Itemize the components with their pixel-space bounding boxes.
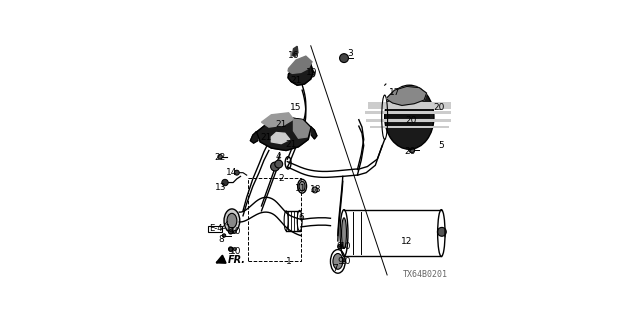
Bar bbox=[370, 126, 449, 128]
Text: 9: 9 bbox=[336, 242, 342, 251]
Text: 20: 20 bbox=[434, 103, 445, 112]
Text: 20: 20 bbox=[406, 116, 417, 125]
Text: 10: 10 bbox=[339, 257, 351, 266]
Circle shape bbox=[410, 117, 415, 123]
Circle shape bbox=[234, 230, 236, 233]
Bar bbox=[208, 226, 221, 232]
Ellipse shape bbox=[227, 213, 237, 228]
Text: 10: 10 bbox=[230, 227, 242, 236]
Bar bbox=[388, 108, 430, 111]
Text: 5: 5 bbox=[438, 141, 444, 150]
Circle shape bbox=[279, 124, 282, 127]
Ellipse shape bbox=[333, 253, 343, 269]
Polygon shape bbox=[250, 132, 258, 143]
Text: 3: 3 bbox=[348, 49, 353, 58]
Polygon shape bbox=[257, 117, 311, 150]
Text: 1: 1 bbox=[285, 257, 291, 266]
Text: 21: 21 bbox=[275, 120, 286, 129]
Circle shape bbox=[218, 155, 222, 159]
Circle shape bbox=[338, 258, 342, 262]
Circle shape bbox=[222, 179, 228, 186]
Circle shape bbox=[275, 160, 283, 168]
Text: FR.: FR. bbox=[227, 255, 246, 265]
Text: 21: 21 bbox=[285, 140, 296, 149]
Text: 21: 21 bbox=[291, 76, 301, 85]
Text: 9: 9 bbox=[227, 247, 233, 256]
Ellipse shape bbox=[385, 85, 434, 149]
Circle shape bbox=[289, 143, 292, 147]
Circle shape bbox=[264, 135, 268, 139]
Circle shape bbox=[234, 248, 236, 251]
Text: 10: 10 bbox=[230, 247, 242, 256]
Bar bbox=[365, 111, 453, 114]
Text: 19: 19 bbox=[306, 68, 317, 77]
Ellipse shape bbox=[299, 181, 305, 191]
Polygon shape bbox=[288, 60, 313, 85]
Text: 16: 16 bbox=[288, 51, 300, 60]
Bar bbox=[388, 124, 430, 126]
Text: E-4-1: E-4-1 bbox=[209, 224, 231, 233]
Text: 10: 10 bbox=[339, 242, 351, 251]
Text: 13: 13 bbox=[215, 183, 227, 192]
Text: 4: 4 bbox=[276, 152, 282, 161]
Text: 21: 21 bbox=[260, 133, 271, 142]
Text: 2: 2 bbox=[278, 174, 284, 183]
Circle shape bbox=[234, 170, 239, 175]
Circle shape bbox=[338, 244, 342, 249]
Polygon shape bbox=[387, 86, 427, 105]
Circle shape bbox=[312, 187, 318, 193]
Polygon shape bbox=[271, 132, 290, 144]
Circle shape bbox=[228, 247, 233, 251]
Text: 7: 7 bbox=[333, 264, 339, 273]
Bar bbox=[368, 102, 451, 108]
Ellipse shape bbox=[342, 218, 346, 248]
Circle shape bbox=[340, 54, 348, 62]
Text: TX64B0201: TX64B0201 bbox=[403, 270, 447, 279]
Circle shape bbox=[437, 103, 443, 109]
Circle shape bbox=[271, 162, 280, 171]
Bar bbox=[248, 178, 301, 261]
Text: 9: 9 bbox=[227, 227, 233, 236]
Polygon shape bbox=[292, 46, 298, 56]
Polygon shape bbox=[311, 127, 317, 139]
Text: 17: 17 bbox=[388, 88, 400, 97]
Text: 6: 6 bbox=[298, 212, 304, 221]
Circle shape bbox=[228, 230, 233, 234]
Text: 20: 20 bbox=[405, 147, 416, 156]
Circle shape bbox=[437, 228, 446, 236]
Circle shape bbox=[409, 147, 415, 153]
Circle shape bbox=[342, 245, 346, 248]
Polygon shape bbox=[288, 56, 312, 73]
Ellipse shape bbox=[224, 209, 240, 233]
Text: 11: 11 bbox=[294, 184, 306, 193]
Polygon shape bbox=[262, 113, 294, 127]
Bar bbox=[388, 114, 430, 118]
Text: 9: 9 bbox=[337, 257, 343, 266]
Text: 14: 14 bbox=[225, 168, 237, 177]
Text: 12: 12 bbox=[401, 237, 413, 246]
Text: 22: 22 bbox=[214, 153, 225, 163]
Bar bbox=[366, 119, 452, 122]
Circle shape bbox=[294, 79, 298, 83]
Text: 15: 15 bbox=[290, 103, 301, 112]
Text: 18: 18 bbox=[310, 185, 321, 195]
Circle shape bbox=[222, 234, 226, 237]
Text: 8: 8 bbox=[219, 235, 225, 244]
Polygon shape bbox=[294, 119, 310, 138]
Circle shape bbox=[309, 71, 315, 77]
Circle shape bbox=[342, 259, 346, 262]
